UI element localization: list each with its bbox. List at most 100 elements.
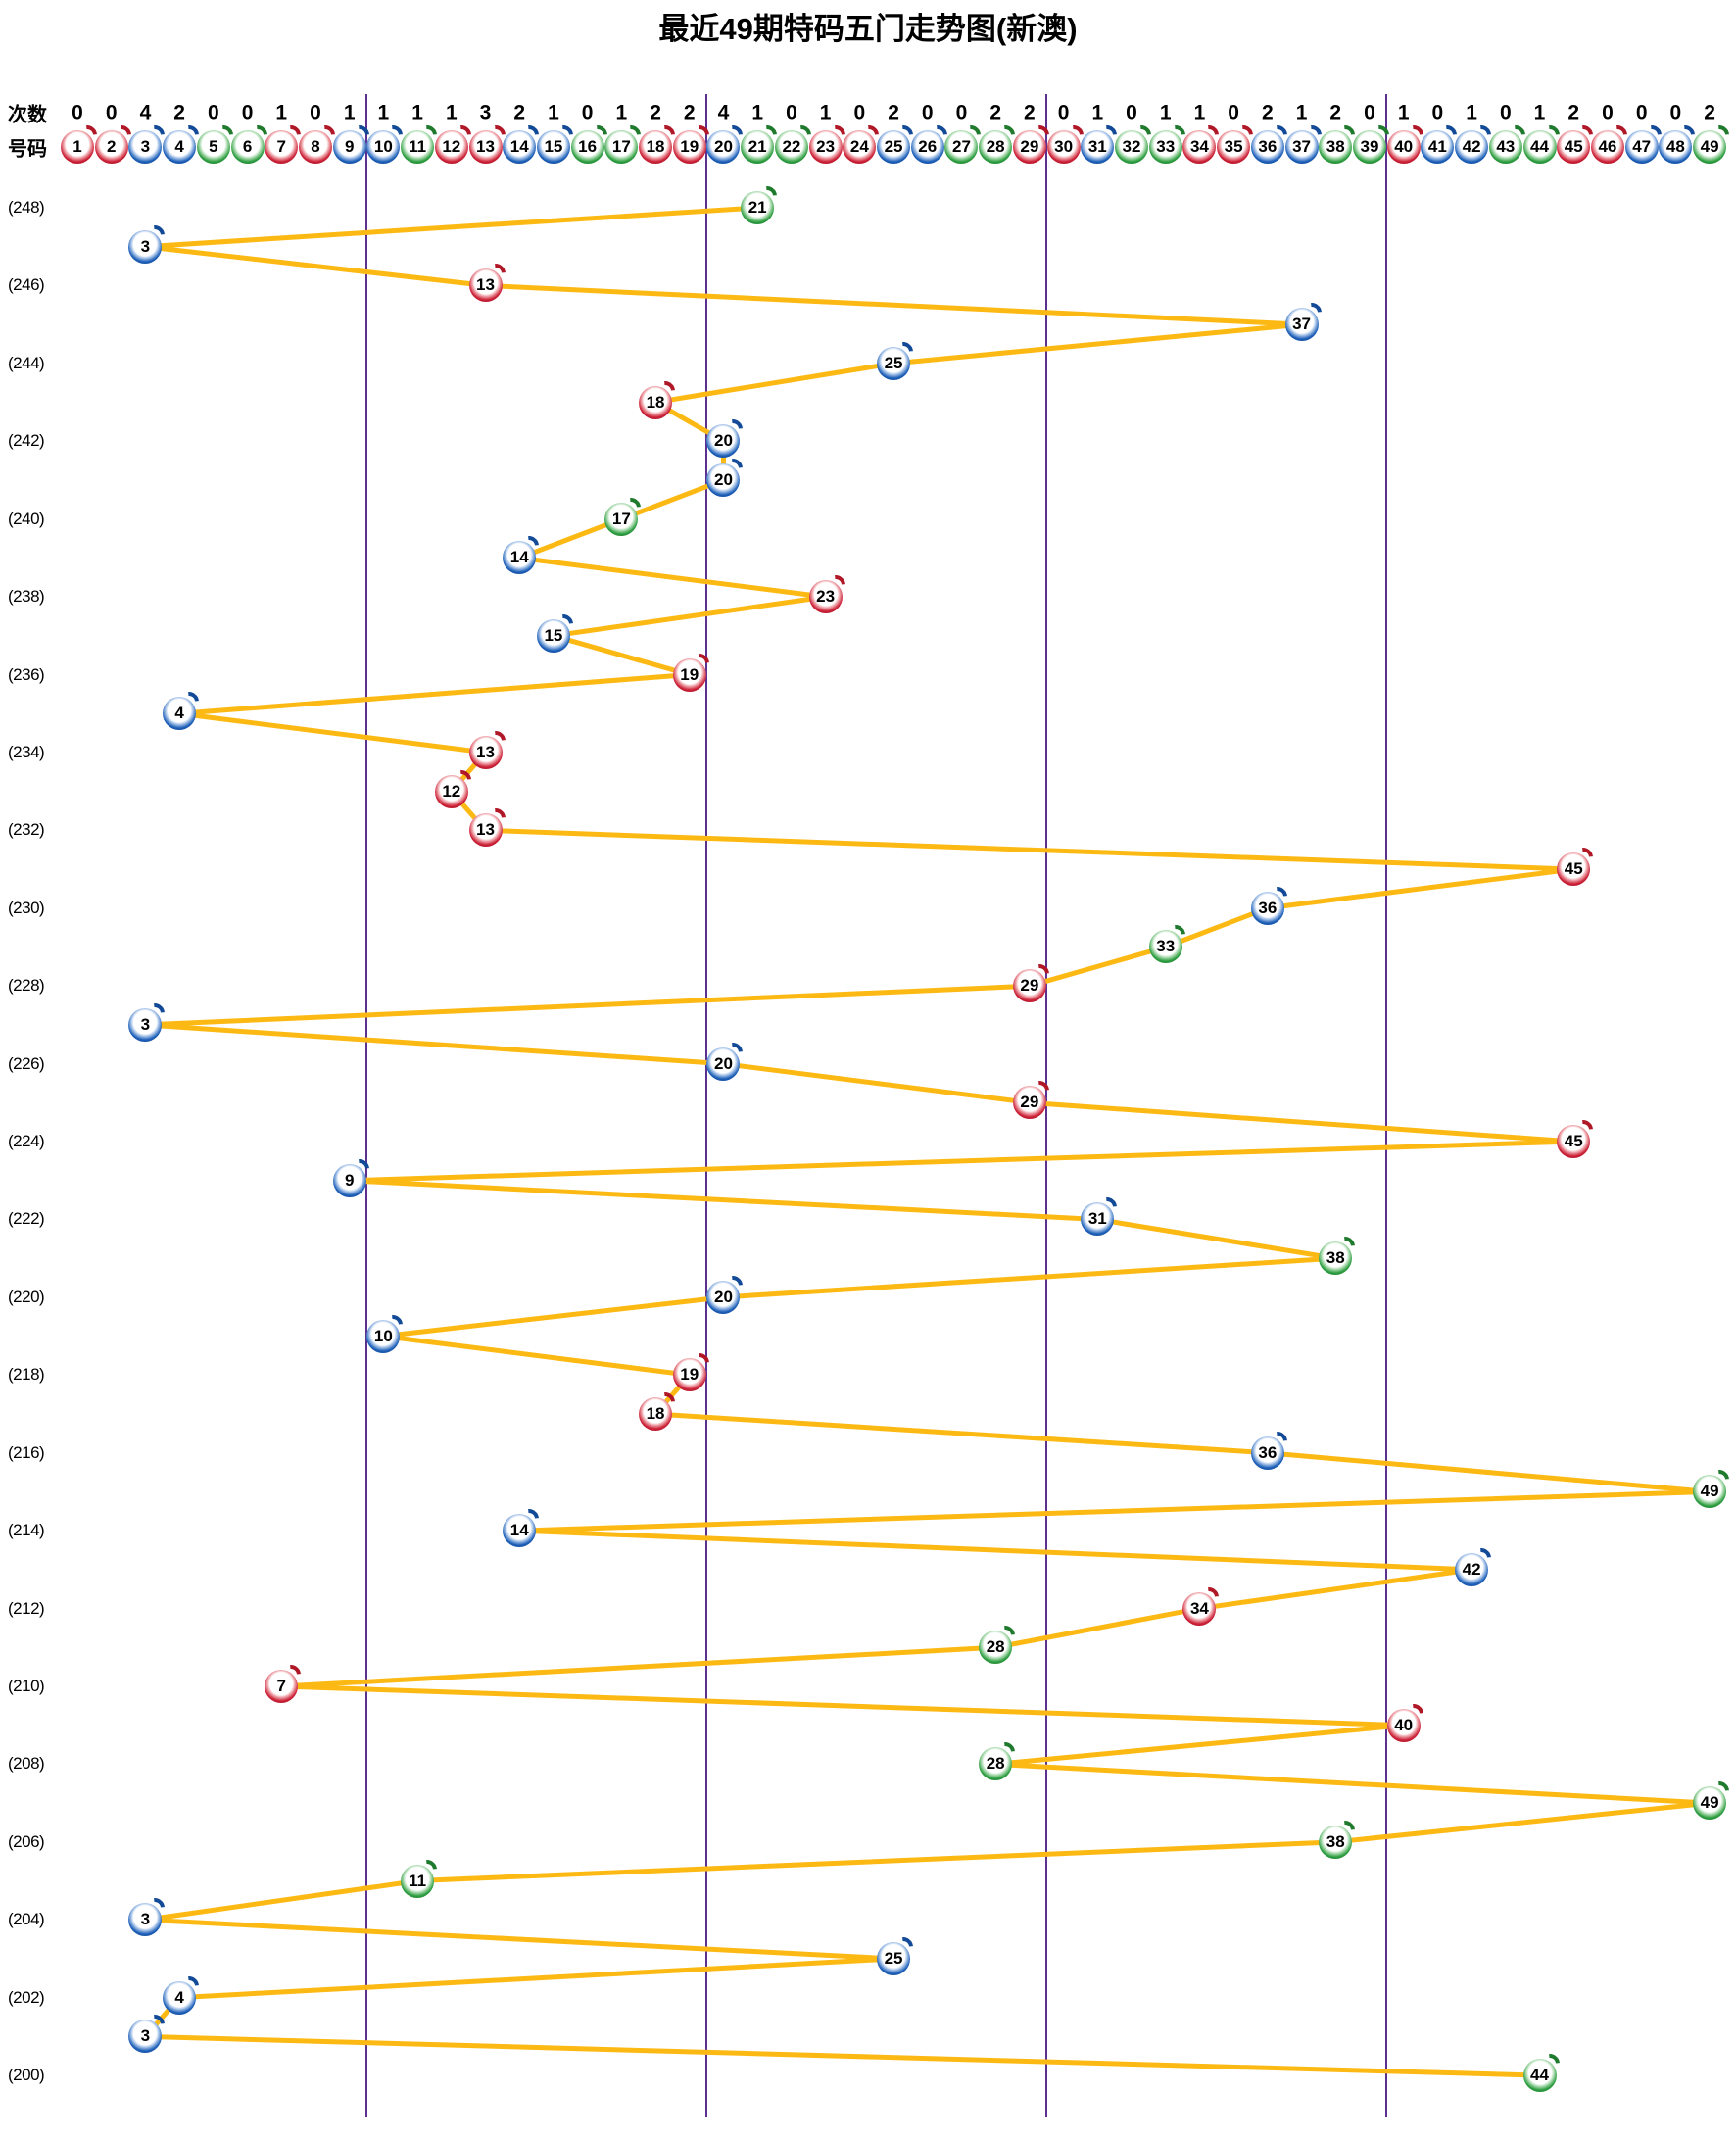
- chart-ball: 44: [1522, 2059, 1557, 2093]
- header-ball: 27: [944, 130, 979, 164]
- chart-ball: 3: [128, 2020, 163, 2054]
- chart-ball: 18: [639, 1397, 673, 1431]
- count-cell: 1: [1295, 101, 1308, 124]
- chart-ball: 20: [706, 1280, 741, 1314]
- chart-ball: 4: [163, 697, 197, 731]
- chart-ball: 13: [468, 268, 503, 303]
- count-cell: 1: [1091, 101, 1104, 124]
- count-cell: 2: [683, 101, 696, 124]
- period-label: (220): [8, 1287, 45, 1306]
- count-cell: 1: [615, 101, 628, 124]
- header-ball: 4: [163, 130, 197, 164]
- count-cell: 0: [1669, 101, 1682, 124]
- header-ball: 33: [1148, 130, 1182, 164]
- chart-ball: 49: [1693, 1475, 1727, 1509]
- period-label: (218): [8, 1365, 45, 1385]
- count-cell: 0: [955, 101, 968, 124]
- count-cell: 4: [717, 101, 730, 124]
- chart-ball: 42: [1455, 1552, 1489, 1586]
- header-ball: 38: [1319, 130, 1353, 164]
- header-ball: 14: [503, 130, 537, 164]
- count-cell: 0: [1499, 101, 1512, 124]
- count-cell: 1: [377, 101, 390, 124]
- chart-ball: 3: [128, 229, 163, 264]
- header-ball: 12: [434, 130, 468, 164]
- period-label: (246): [8, 275, 45, 295]
- chart-ball: 40: [1386, 1708, 1421, 1742]
- count-cell: 1: [1193, 101, 1206, 124]
- chart-ball: 34: [1182, 1591, 1217, 1626]
- count-cell: 2: [989, 101, 1001, 124]
- header-ball: 31: [1081, 130, 1115, 164]
- header-ball: 39: [1352, 130, 1386, 164]
- header-ball: 49: [1693, 130, 1727, 164]
- chart-ball: 45: [1557, 852, 1591, 887]
- chart-ball: 36: [1250, 891, 1284, 925]
- period-label: (238): [8, 587, 45, 607]
- chart-ball: 18: [639, 385, 673, 419]
- chart-ball: 13: [468, 735, 503, 769]
- counts-row-label: 次数: [8, 104, 47, 126]
- count-cell: 2: [1329, 101, 1342, 124]
- header-ball: 3: [128, 130, 163, 164]
- chart-ball: 17: [604, 502, 639, 536]
- period-label: (244): [8, 353, 45, 372]
- count-cell: 0: [1431, 101, 1444, 124]
- chart-ball: 14: [503, 1514, 537, 1548]
- count-cell: 1: [1466, 101, 1477, 124]
- header-ball: 44: [1522, 130, 1557, 164]
- chart-ball: 20: [706, 1047, 741, 1081]
- period-label: (228): [8, 976, 45, 996]
- count-cell: 2: [173, 101, 185, 124]
- chart-ball: 11: [401, 1864, 435, 1898]
- count-cell: 2: [650, 101, 661, 124]
- header-ball: 16: [570, 130, 604, 164]
- header-ball: 24: [843, 130, 877, 164]
- header-ball: 26: [910, 130, 944, 164]
- count-cell: 4: [139, 101, 152, 124]
- header-ball: 30: [1046, 130, 1081, 164]
- count-cell: 2: [1262, 101, 1274, 124]
- chart-ball: 4: [163, 1980, 197, 2015]
- count-cell: 0: [1228, 101, 1239, 124]
- header-ball: 45: [1557, 130, 1591, 164]
- period-label: (208): [8, 1754, 45, 1774]
- count-cell: 2: [1567, 101, 1580, 124]
- header-ball: 1: [61, 130, 94, 164]
- period-label: (204): [8, 1910, 45, 1929]
- count-cell: 0: [310, 101, 321, 124]
- chart-ball: 3: [128, 1903, 163, 1937]
- count-cell: 1: [411, 101, 423, 124]
- header-ball: 42: [1455, 130, 1489, 164]
- header-ball: 43: [1488, 130, 1522, 164]
- chart-ball: 37: [1284, 308, 1319, 342]
- chart-ball: 19: [672, 657, 706, 692]
- period-label: (242): [8, 431, 45, 451]
- header-ball: 6: [230, 130, 265, 164]
- count-cell: 0: [241, 101, 254, 124]
- chart-ball: 23: [808, 580, 843, 614]
- header-ball: 13: [468, 130, 503, 164]
- numbers-row-label: 号码: [8, 138, 47, 161]
- period-label: (202): [8, 1987, 45, 2007]
- period-label: (230): [8, 898, 45, 917]
- period-label: (240): [8, 509, 45, 528]
- header-ball: 20: [706, 130, 741, 164]
- period-label: (222): [8, 1209, 45, 1229]
- count-cell: 0: [1635, 101, 1648, 124]
- chart-ball: 25: [877, 346, 911, 380]
- header-ball: 18: [639, 130, 673, 164]
- count-cell: 1: [343, 101, 356, 124]
- header-ball: 25: [877, 130, 911, 164]
- chart-ball: 13: [468, 813, 503, 848]
- count-cell: 0: [853, 101, 866, 124]
- period-label: (234): [8, 742, 45, 761]
- chart-ball: 14: [503, 541, 537, 575]
- header-ball: 36: [1250, 130, 1284, 164]
- count-cell: 0: [1602, 101, 1614, 124]
- chart-ball: 7: [265, 1669, 299, 1703]
- header-ball: 37: [1284, 130, 1319, 164]
- count-cell: 0: [207, 101, 219, 124]
